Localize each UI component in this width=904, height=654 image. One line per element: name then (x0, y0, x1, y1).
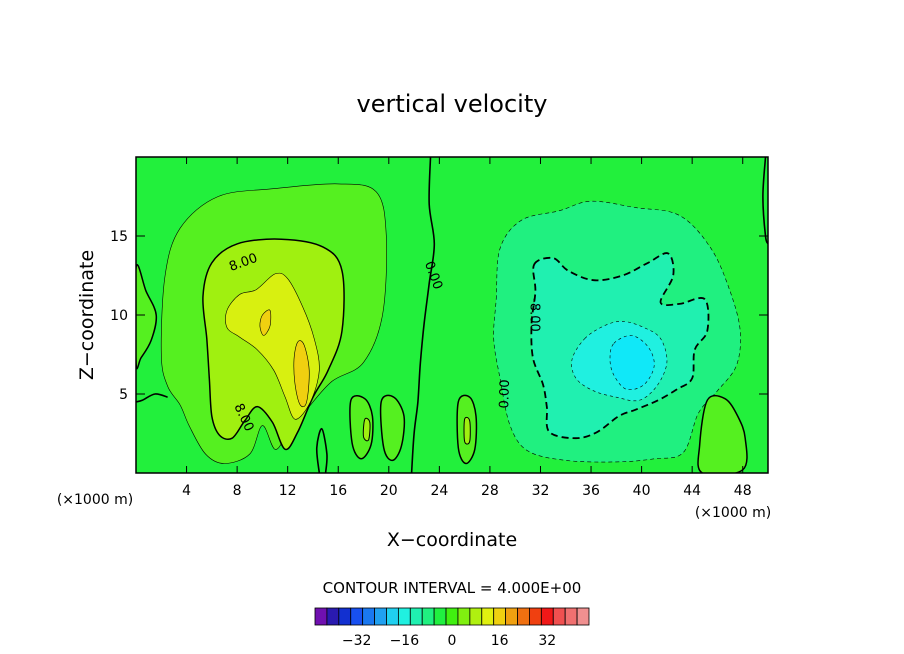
colorbar-swatch (350, 607, 364, 626)
zero-contour-right (762, 157, 768, 245)
colorbar-swatch (326, 607, 340, 626)
contour-label: 0.00 (497, 379, 513, 408)
updraft-8-finger-c (463, 416, 471, 445)
contour-plot-area (136, 157, 768, 473)
colorbar-swatch (564, 607, 578, 626)
colorbar-swatch (552, 607, 566, 626)
x-tick-label: 48 (734, 483, 752, 499)
colorbar-swatch (397, 607, 411, 626)
x-tick-label: 24 (430, 483, 448, 499)
zero-contour-base (136, 393, 168, 403)
updraft-4-right-patch (697, 394, 748, 473)
y-axis-ticks: 5 10 15 (110, 229, 768, 403)
x-tick-label: 20 (380, 483, 398, 499)
colorbar-tick-label: 16 (491, 633, 509, 649)
y-tick-label: 5 (119, 387, 128, 403)
colorbar-swatch (409, 607, 423, 626)
updraft-16-region (293, 340, 310, 408)
colorbar-tick-label: −32 (342, 633, 372, 649)
colorbar-swatch (421, 607, 435, 626)
colorbar-swatch (445, 607, 459, 626)
x-tick-label: 32 (532, 483, 550, 499)
updraft-8-finger-a (362, 417, 371, 442)
zero-contour-stem (315, 427, 328, 473)
colorbar-swatch (469, 607, 483, 626)
colorbar-swatch (362, 607, 375, 626)
x-tick-label: 44 (683, 483, 701, 499)
x-tick-label: 36 (582, 483, 600, 499)
contour-lines (136, 157, 768, 473)
x-axis-label: X−coordinate (387, 529, 517, 551)
colorbar-ticks: −32 −16 0 16 32 (342, 633, 556, 649)
colorbar (314, 607, 590, 626)
y-axis-label: Z−coordinate (76, 250, 98, 380)
colorbar-tick-label: 32 (538, 633, 556, 649)
zero-contour-main (410, 157, 436, 473)
contour-label: -8.00 (527, 298, 542, 332)
x-tick-label: 8 (233, 483, 242, 499)
downdraft-16-region (609, 335, 655, 391)
updraft-4-finger-a (349, 395, 374, 460)
y-tick-label: 10 (110, 308, 128, 324)
colorbar-swatch (505, 607, 518, 626)
x-axis-ticks: 4 8 12 16 20 24 28 32 36 40 44 48 (182, 157, 752, 499)
colorbar-swatch (457, 607, 471, 626)
colorbar-swatch (374, 607, 387, 626)
colorbar-swatch (386, 607, 399, 626)
colorbar-swatch (481, 607, 495, 626)
colorbar-swatch (314, 607, 328, 626)
updraft-4-finger-b (379, 394, 406, 462)
x-tick-label: 4 (182, 483, 191, 499)
colorbar-swatch (529, 607, 542, 626)
colorbar-tick-label: −16 (390, 633, 420, 649)
colorbar-tick-label: 0 (448, 633, 457, 649)
x-origin-unit: (×1000 m) (57, 492, 133, 508)
colorbar-swatch (576, 607, 590, 626)
colorbar-swatch (540, 607, 554, 626)
x-axis-unit: (×1000 m) (695, 505, 771, 521)
colorbar-swatch (433, 607, 447, 626)
x-tick-label: 16 (329, 483, 347, 499)
x-tick-label: 40 (633, 483, 651, 499)
colorbar-swatch (338, 607, 352, 626)
x-tick-label: 28 (481, 483, 499, 499)
colorbar-swatch (517, 607, 530, 626)
updraft-4-left-patch (136, 264, 158, 370)
x-tick-label: 12 (279, 483, 297, 499)
contour-interval-note: CONTOUR INTERVAL = 4.000E+00 (323, 579, 582, 597)
updraft-16-patch (259, 309, 272, 336)
contour-fills (136, 183, 748, 473)
chart-title: vertical velocity (357, 90, 548, 118)
colorbar-swatch (493, 607, 507, 626)
y-tick-label: 15 (110, 229, 128, 245)
